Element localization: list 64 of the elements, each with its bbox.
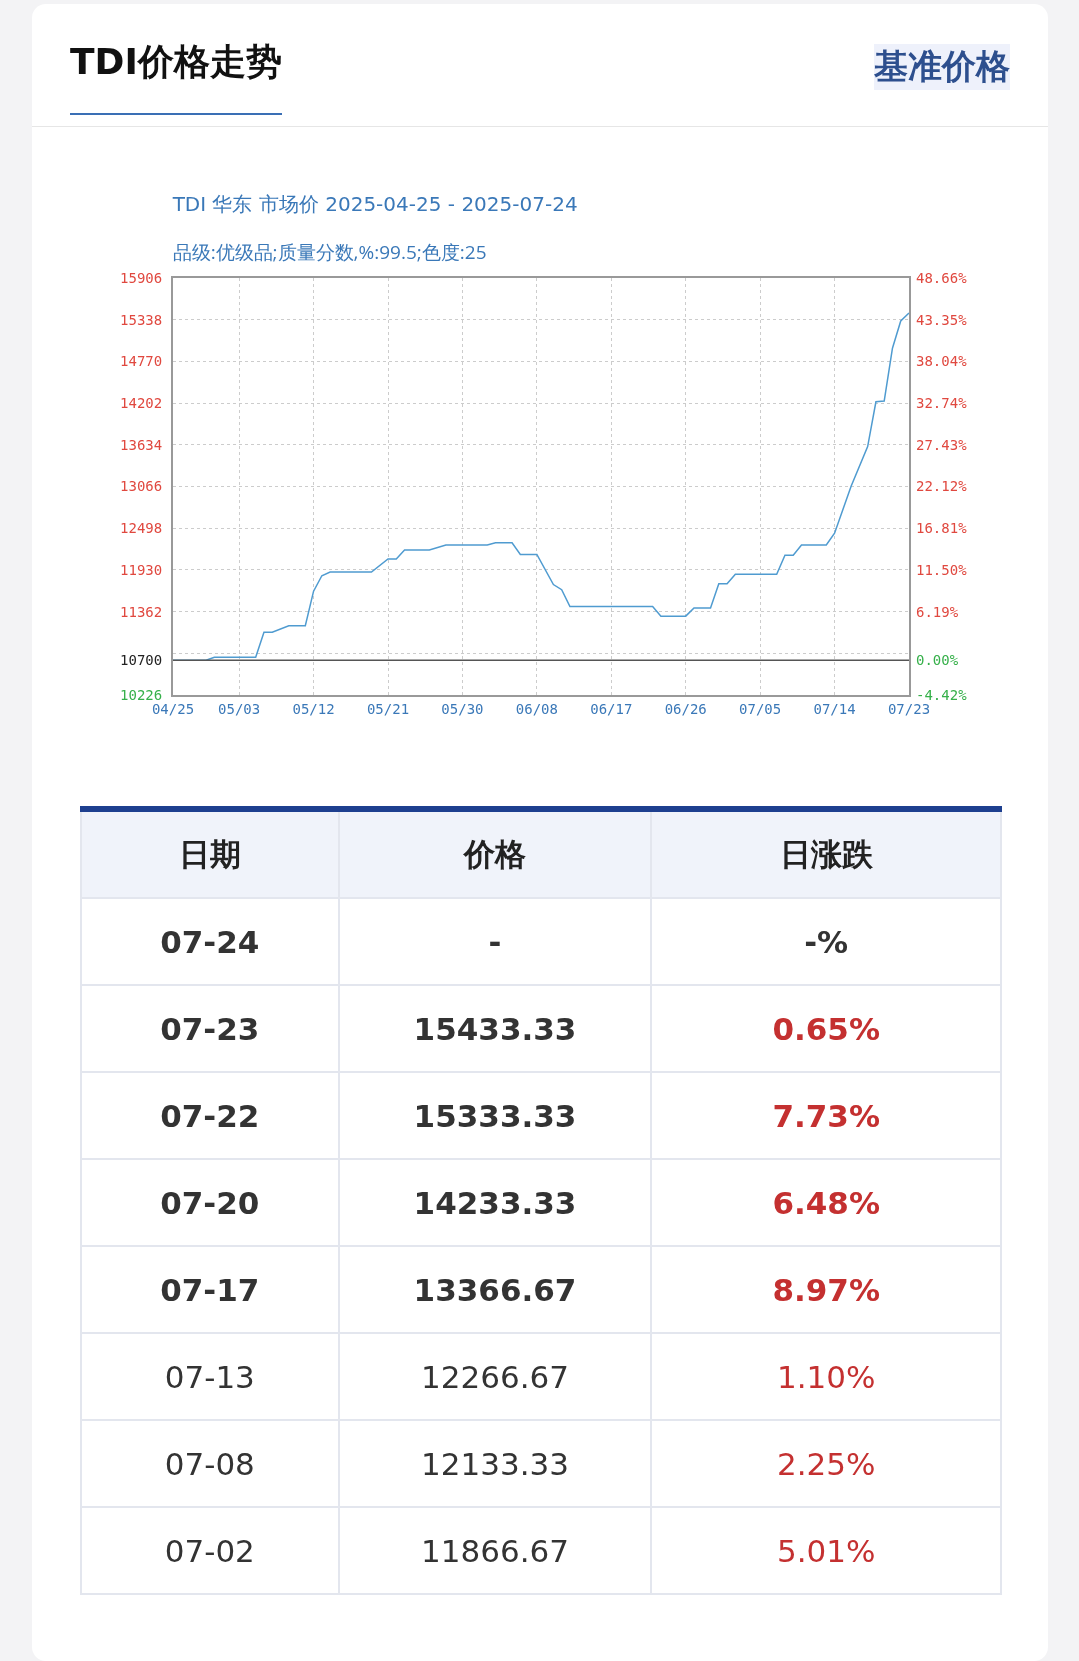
y2-tick-label: 43.35%: [916, 311, 968, 328]
text: 6.48%: [651, 1159, 1001, 1246]
text: 1.10%: [651, 1333, 1001, 1420]
y2-tick-label: 27.43%: [916, 436, 968, 453]
text: 13366.67: [338, 1246, 652, 1333]
y2-tick-label: 48.66%: [916, 269, 968, 286]
text: 12266.67: [338, 1333, 652, 1420]
y2-tick-label: 0.00%: [916, 652, 959, 669]
text: 价格: [338, 809, 652, 898]
text: 07-08: [81, 1420, 339, 1507]
chart-subtitle: 品级:优级品;质量分数,%:99.5;色度:25: [172, 239, 487, 266]
y-tick-label: 15906: [120, 269, 163, 286]
y2-tick-label: 38.04%: [916, 353, 968, 370]
text: 基准价格: [874, 44, 1010, 90]
text: -: [338, 898, 652, 985]
x-tick-label: 05/21: [366, 700, 410, 717]
text: 5.01%: [651, 1507, 1001, 1594]
text: 15333.33: [338, 1072, 652, 1159]
text: TDI价格走势: [70, 38, 282, 115]
text: 07-22: [81, 1072, 339, 1159]
text: 11866.67: [338, 1507, 652, 1594]
text: 2.25%: [651, 1420, 1001, 1507]
y2-tick-label: 22.12%: [916, 478, 968, 495]
y-tick-label: 14770: [120, 353, 163, 370]
text: 07-17: [81, 1246, 339, 1333]
y-tick-label: 13634: [120, 436, 163, 453]
y-tick-label: 11362: [120, 603, 163, 620]
text: -%: [651, 898, 1001, 985]
y-tick-label: 12498: [120, 520, 163, 537]
x-tick-label: 06/17: [590, 700, 633, 717]
x-tick-label: 06/08: [515, 700, 558, 717]
x-tick-label: 05/12: [292, 700, 335, 717]
text: 7.73%: [651, 1072, 1001, 1159]
text: 07-23: [81, 985, 339, 1072]
y-tick-label: 10700: [120, 652, 163, 669]
y-tick-label: 15338: [120, 311, 163, 328]
x-tick-label: 06/26: [664, 700, 707, 717]
x-tick-label: 05/03: [218, 700, 261, 717]
text: 8.97%: [651, 1246, 1001, 1333]
y-tick-label: 14202: [120, 395, 163, 411]
y-tick-label: 10226: [120, 686, 163, 703]
text: 日涨跌: [651, 809, 1001, 898]
x-tick-label: 05/30: [441, 700, 484, 717]
chart-title: TDI 华东 市场价 2025-04-25 - 2025-07-24: [171, 191, 578, 216]
y-tick-label: 13066: [120, 478, 163, 495]
text: 12133.33: [338, 1420, 652, 1507]
x-tick-label: 07/05: [739, 700, 782, 717]
y2-tick-label: 32.74%: [916, 394, 968, 411]
text: 07-20: [81, 1159, 339, 1246]
y2-tick-label: 11.50%: [916, 561, 968, 578]
y2-tick-label: 6.19%: [916, 603, 959, 620]
text: 14233.33: [338, 1159, 652, 1246]
x-tick-label: 07/23: [887, 700, 931, 717]
text: 日期: [81, 809, 339, 898]
text: 07-13: [81, 1333, 339, 1420]
x-tick-label: 07/14: [813, 700, 856, 717]
text: 07-02: [81, 1507, 339, 1594]
text: 07-24: [81, 898, 339, 985]
text: 0.65%: [651, 985, 1001, 1072]
y2-tick-label: -4.42%: [916, 686, 968, 703]
x-tick-label: 04/25: [151, 700, 195, 717]
text: 15433.33: [338, 985, 652, 1072]
y-tick-label: 11930: [120, 561, 163, 578]
y2-tick-label: 16.81%: [916, 520, 968, 537]
